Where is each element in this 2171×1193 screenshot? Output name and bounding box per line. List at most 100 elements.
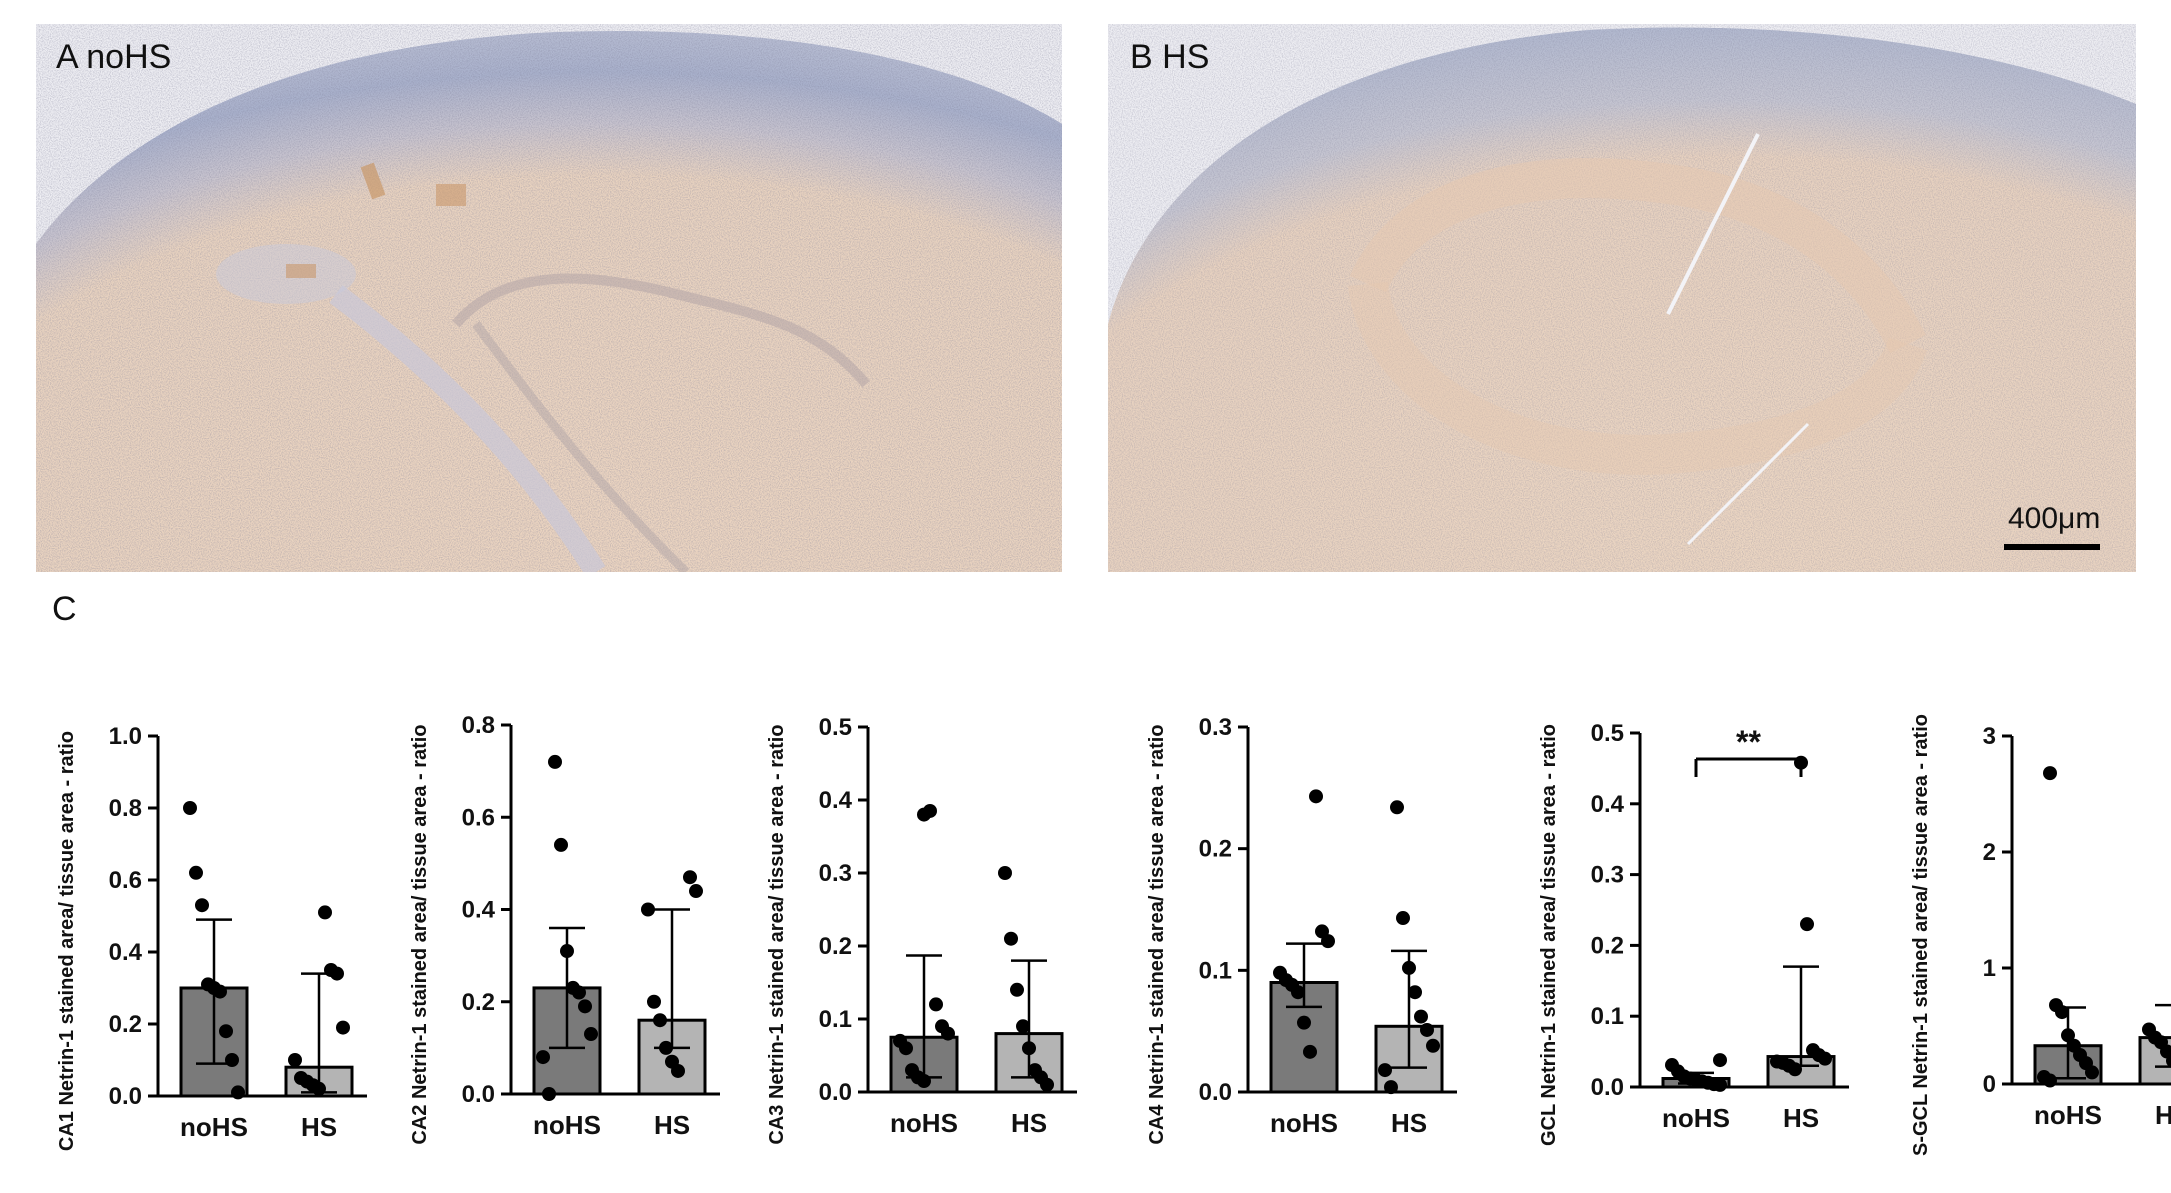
micrograph-nohs (36, 24, 1062, 572)
data-point (189, 865, 203, 880)
x-tick-label: HS (654, 1110, 690, 1140)
y-tick-label: 0.1 (1591, 1003, 1624, 1030)
data-point (2085, 1065, 2099, 1080)
data-point (1390, 800, 1404, 815)
data-point (641, 902, 655, 917)
data-point (1818, 1051, 1832, 1066)
data-point (659, 1040, 673, 1055)
bar-nohs (1269, 981, 1339, 1094)
y-tick-label: 3 (1983, 723, 1996, 750)
x-tick-label: noHS (2034, 1100, 2102, 1130)
x-tick-label: HS (1011, 1108, 1047, 1138)
y-axis-label: CA3 Netrin-1 stained area/ tissue area -… (766, 724, 788, 1144)
data-point (1022, 1041, 1036, 1056)
y-tick-label: 0.0 (109, 1083, 142, 1110)
y-tick-label: 0.8 (109, 795, 142, 822)
data-point (536, 1050, 550, 1065)
data-point (647, 994, 661, 1009)
data-point (542, 1087, 556, 1101)
micrograph-hs (1108, 24, 2136, 572)
data-point (1408, 985, 1422, 1000)
x-tick-label: HS (1391, 1108, 1427, 1138)
x-tick-label: HS (301, 1112, 337, 1142)
data-point (554, 837, 568, 852)
data-point (1800, 917, 1814, 932)
scale-bar-label: 400μm (2008, 502, 2101, 535)
data-point (1713, 1053, 1727, 1068)
y-tick-label: 0.3 (1591, 862, 1624, 889)
data-point (1402, 960, 1416, 975)
data-point (998, 866, 1012, 880)
y-tick-label: 0.0 (462, 1081, 495, 1108)
y-tick-label: 1 (1983, 955, 1996, 982)
panel-b-letter: B (1130, 38, 1153, 76)
x-tick-label: HS (1783, 1103, 1819, 1133)
x-tick-label: noHS (1662, 1103, 1730, 1133)
data-point (312, 1081, 326, 1096)
y-tick-label: 0.4 (462, 897, 496, 924)
data-point (584, 1027, 598, 1042)
data-point (330, 966, 344, 981)
y-tick-label: 0.0 (819, 1079, 852, 1106)
y-tick-label: 0.6 (109, 867, 142, 894)
data-point (231, 1085, 245, 1100)
y-tick-label: 0.2 (1199, 836, 1232, 863)
y-axis-label: GCL Netrin-1 stained area/ tissue area -… (1538, 724, 1560, 1146)
data-point (1384, 1080, 1398, 1095)
data-point (1426, 1038, 1440, 1053)
y-tick-label: 0.2 (462, 989, 495, 1016)
data-point (195, 898, 209, 913)
data-point (225, 1053, 239, 1067)
y-tick-label: 0.5 (819, 714, 852, 741)
panel-a-title: noHS (86, 38, 172, 76)
y-tick-label: 0.3 (819, 860, 852, 887)
x-tick-label: HS (2155, 1100, 2171, 1130)
y-tick-label: 0.0 (1591, 1074, 1624, 1101)
y-tick-label: 0.3 (1199, 714, 1232, 741)
data-point (689, 884, 703, 899)
data-point (929, 997, 943, 1012)
y-axis-label: CA2 Netrin-1 stained area/ tissue area -… (409, 724, 431, 1144)
y-tick-label: 0.2 (109, 1011, 142, 1038)
y-axis-label: S-GCL Netrin-1 stained area/ tissue area… (1910, 714, 1932, 1156)
data-point (1297, 1015, 1311, 1030)
data-point (2043, 1073, 2057, 1088)
y-tick-label: 0.8 (462, 712, 495, 739)
data-point (1303, 1044, 1317, 1059)
data-point (1040, 1077, 1054, 1092)
y-tick-label: 0 (1983, 1071, 1996, 1098)
data-point (1016, 1019, 1030, 1034)
data-point (671, 1063, 685, 1078)
data-point (288, 1053, 302, 1067)
data-point (336, 1020, 350, 1035)
panel-b-label: B HS (1130, 38, 1209, 77)
data-point (1420, 1022, 1434, 1037)
y-tick-label: 0.0 (1199, 1079, 1232, 1106)
data-point (219, 1024, 233, 1039)
y-tick-label: 0.2 (819, 933, 852, 960)
x-tick-label: noHS (180, 1112, 248, 1142)
x-tick-label: noHS (890, 1108, 958, 1138)
data-point (1010, 982, 1024, 997)
y-tick-label: 0.1 (1199, 957, 1232, 984)
data-point (1788, 1062, 1802, 1077)
data-point (1321, 934, 1335, 949)
y-tick-label: 0.5 (1591, 720, 1624, 747)
y-tick-label: 0.6 (462, 804, 495, 831)
data-point (1004, 931, 1018, 946)
panel-c-letter: C (52, 590, 77, 628)
data-point (2061, 1028, 2075, 1043)
data-point (1414, 1009, 1428, 1024)
scale-bar (2004, 544, 2100, 550)
x-tick-label: noHS (533, 1110, 601, 1140)
y-tick-label: 0.1 (819, 1006, 852, 1033)
data-point (899, 1041, 913, 1056)
data-point (213, 984, 227, 999)
data-point (2043, 766, 2057, 781)
data-point (1713, 1077, 1727, 1092)
y-tick-label: 0.2 (1591, 932, 1624, 959)
panel-a-letter: A (56, 38, 77, 76)
data-point (318, 905, 332, 920)
panel-b-title: HS (1162, 38, 1210, 76)
y-tick-label: 0.4 (819, 787, 853, 814)
